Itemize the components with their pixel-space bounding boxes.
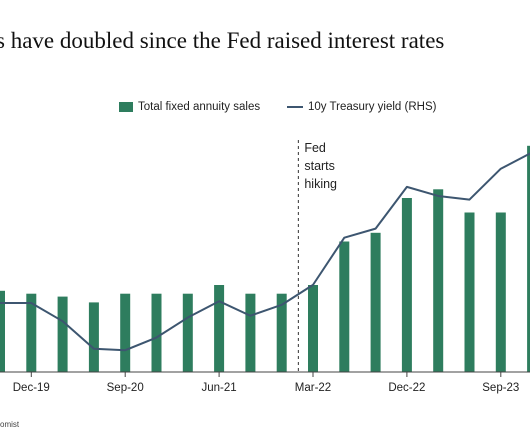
bar-Sep-22 (370, 232, 381, 372)
bar-Dec-22 (401, 198, 412, 372)
bar-series (0, 145, 530, 372)
x-tick-label-Dec-19: Dec-19 (13, 382, 50, 394)
bar-Jun-22 (339, 241, 350, 372)
bar-Mar-23 (433, 189, 444, 372)
x-axis-ticks: Dec-19 Sep-20 Jun-21 Mar-22 Dec-22 Sep-23 (13, 372, 519, 394)
bar-Mar-20 (57, 296, 68, 372)
chart-legend: Total fixed annuity sales 10y Treasury y… (0, 101, 530, 117)
bar-Sep-20 (120, 293, 131, 372)
legend-label-line: 10y Treasury yield (RHS) (308, 101, 437, 113)
x-tick-label-Sep-20: Sep-20 (107, 382, 144, 394)
annotation-line-3: hiking (304, 177, 337, 191)
bar-Jun-23 (464, 212, 475, 372)
fed-hiking-annotation: Fed starts hiking (304, 141, 337, 191)
bar-Dec-21 (276, 293, 287, 372)
legend-item-bars: Total fixed annuity sales (119, 101, 260, 113)
bar-Jun-21 (214, 285, 225, 372)
annotation-line-1: Fed (304, 141, 326, 155)
legend-label-bars: Total fixed annuity sales (138, 101, 261, 113)
bar-Sep-23 (495, 212, 506, 372)
legend-swatch-bars (119, 102, 133, 112)
x-tick-label-Sep-23: Sep-23 (482, 382, 519, 394)
x-tick-label-Jun-21: Jun-21 (202, 382, 237, 394)
legend-item-line: 10y Treasury yield (RHS) (287, 101, 436, 113)
annotation-line-2: starts (304, 159, 335, 173)
x-tick-label-Dec-22: Dec-22 (388, 382, 425, 394)
bar-Mar-22 (308, 285, 318, 372)
bar-Dec-23 (527, 145, 530, 372)
chart-title: s have doubled since the Fed raised inte… (0, 28, 445, 53)
bar-Sep-21 (245, 293, 256, 372)
x-tick-label-Mar-22: Mar-22 (295, 382, 331, 394)
bar-Sep-19 (0, 290, 5, 372)
legend-swatch-line (287, 106, 303, 108)
bar-Jun-20 (88, 302, 99, 372)
treasury-yield-line (0, 152, 530, 352)
bar-Dec-20 (151, 293, 162, 372)
bar-Mar-21 (182, 293, 193, 372)
bar-Dec-19 (26, 293, 37, 372)
source-footnote: omist (0, 420, 20, 429)
